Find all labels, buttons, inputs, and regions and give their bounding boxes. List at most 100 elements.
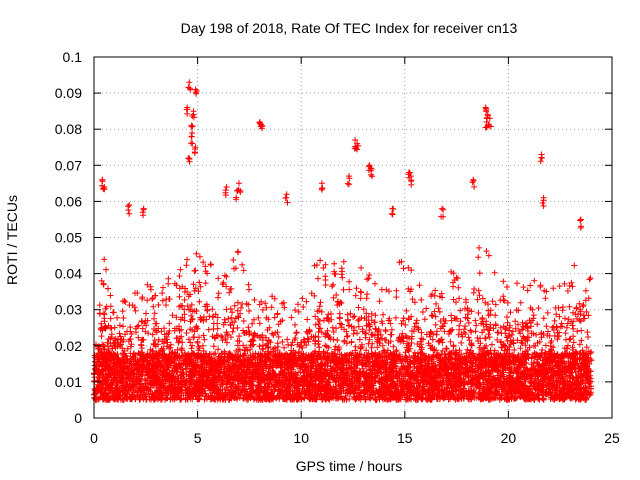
data-point	[196, 298, 203, 305]
data-point	[470, 289, 477, 296]
data-point	[578, 337, 585, 344]
data-point	[167, 341, 174, 348]
data-point	[567, 335, 574, 342]
data-point	[528, 323, 534, 330]
data-point	[159, 338, 166, 345]
data-point	[239, 261, 246, 268]
data-point	[189, 342, 196, 349]
data-point	[96, 310, 103, 317]
data-point	[379, 342, 386, 349]
data-point	[400, 363, 407, 370]
data-point	[206, 313, 213, 320]
data-point	[584, 329, 591, 336]
data-point	[353, 285, 360, 292]
data-point	[430, 346, 437, 353]
data-point	[219, 281, 226, 288]
data-point	[399, 383, 406, 390]
data-point	[535, 305, 542, 312]
data-point	[411, 323, 418, 330]
data-point	[511, 347, 518, 353]
data-point	[504, 299, 511, 306]
data-point	[540, 315, 547, 322]
data-point	[585, 334, 591, 340]
data-point	[379, 335, 386, 342]
data-point	[103, 266, 109, 273]
data-point	[330, 329, 337, 335]
data-point	[574, 315, 580, 322]
data-point	[228, 334, 234, 341]
data-point	[312, 313, 319, 320]
data-point	[176, 273, 183, 279]
data-point	[345, 322, 352, 329]
data-point	[160, 284, 166, 291]
data-point	[576, 317, 583, 324]
data-point	[441, 328, 448, 335]
data-point	[368, 310, 375, 317]
data-point	[116, 330, 123, 337]
data-point	[475, 287, 482, 294]
data-point	[329, 283, 336, 290]
data-point	[155, 301, 162, 308]
data-point	[265, 343, 272, 350]
data-point	[236, 346, 243, 353]
data-point	[105, 390, 112, 397]
data-point	[369, 340, 376, 347]
data-point	[432, 287, 439, 294]
data-point	[119, 308, 126, 315]
data-point	[275, 333, 282, 340]
data-point	[196, 279, 203, 286]
data-point	[127, 336, 134, 343]
data-point	[176, 338, 182, 345]
data-point	[459, 333, 466, 340]
data-point	[526, 344, 533, 351]
data-point	[234, 307, 241, 314]
data-point	[119, 354, 126, 361]
data-point	[258, 298, 265, 305]
data-point	[562, 330, 569, 337]
data-point	[359, 326, 366, 333]
chart-title: Day 198 of 2018, Rate Of TEC Index for r…	[181, 20, 518, 36]
data-point	[169, 312, 176, 319]
data-point	[485, 252, 492, 259]
data-point	[134, 323, 141, 330]
data-point	[434, 328, 440, 335]
data-point	[418, 296, 425, 303]
data-point	[228, 314, 235, 321]
data-point	[285, 341, 292, 348]
data-point	[166, 320, 173, 327]
data-point	[505, 333, 512, 340]
data-point	[200, 259, 207, 266]
data-point	[163, 302, 169, 309]
data-point	[271, 314, 278, 321]
data-point	[455, 331, 462, 338]
data-point	[311, 262, 318, 269]
data-point	[583, 344, 590, 351]
data-point	[542, 295, 549, 302]
data-point	[461, 370, 468, 377]
data-point	[386, 288, 392, 295]
data-point	[520, 284, 527, 291]
data-point	[500, 293, 507, 300]
data-point	[122, 299, 129, 305]
data-point	[453, 274, 460, 281]
data-point	[383, 336, 390, 343]
data-point	[448, 312, 455, 319]
data-point	[407, 288, 413, 295]
data-point	[517, 345, 524, 352]
data-point	[380, 311, 387, 318]
data-point	[174, 335, 181, 342]
data-point	[236, 333, 243, 340]
data-point	[366, 336, 373, 343]
data-point	[107, 315, 114, 322]
data-point	[181, 296, 188, 303]
data-point	[569, 283, 576, 290]
data-point	[151, 315, 157, 322]
data-point	[458, 351, 465, 358]
data-point	[551, 317, 558, 324]
data-point	[565, 342, 571, 349]
data-point	[100, 280, 107, 287]
data-point	[235, 249, 242, 256]
data-point	[197, 316, 204, 323]
data-point	[578, 327, 585, 334]
